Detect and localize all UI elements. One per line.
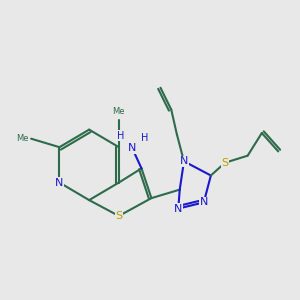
Text: N: N — [128, 143, 136, 153]
Text: N: N — [200, 197, 208, 207]
Text: S: S — [115, 211, 122, 221]
Text: S: S — [221, 158, 229, 168]
Text: H: H — [141, 133, 148, 143]
Text: N: N — [174, 204, 182, 214]
Text: N: N — [55, 178, 64, 188]
Text: Me: Me — [112, 107, 125, 116]
Text: H: H — [117, 131, 124, 141]
Text: N: N — [180, 156, 188, 166]
Text: Me: Me — [16, 134, 28, 143]
